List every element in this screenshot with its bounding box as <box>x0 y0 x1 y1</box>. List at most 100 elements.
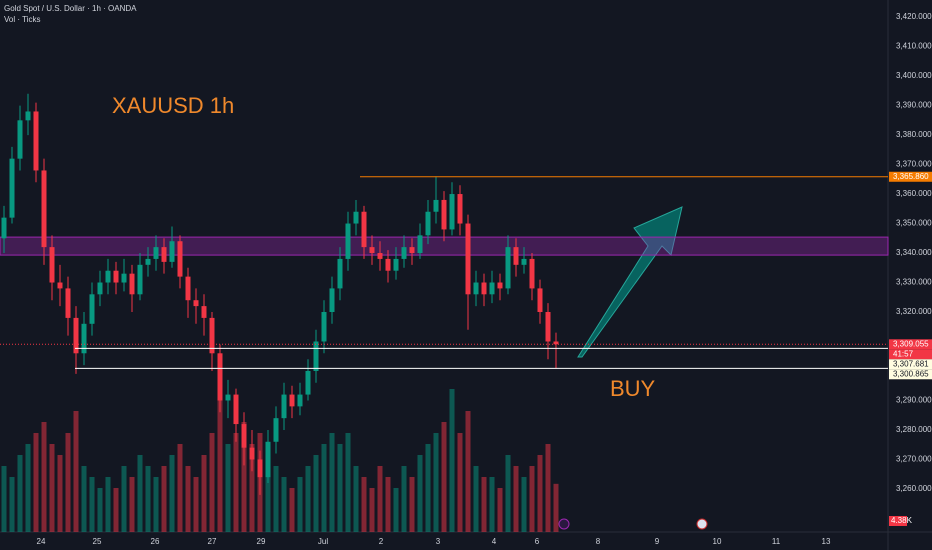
volume-bar <box>297 477 303 532</box>
volume-bar <box>553 483 559 532</box>
candle-body <box>57 282 63 289</box>
candle-body <box>121 273 127 283</box>
candle-body <box>273 418 279 442</box>
volume-bar <box>337 444 343 532</box>
y-tick-label: 3,330.000 <box>896 278 932 287</box>
y-tick-label: 3,280.000 <box>896 425 932 434</box>
candle-body <box>345 223 351 259</box>
candle-body <box>201 306 207 318</box>
volume-bar <box>161 466 167 532</box>
candle-body <box>545 312 551 342</box>
annotation: BUY <box>610 376 656 401</box>
volume-line: Vol · Ticks <box>4 15 40 24</box>
candle-body <box>89 294 95 324</box>
candle-body <box>529 258 535 289</box>
candle-body <box>233 394 239 425</box>
volume-bar <box>417 455 423 532</box>
x-tick-label: 3 <box>436 537 441 546</box>
y-tick-label: 3,350.000 <box>896 219 932 228</box>
volume-bar <box>265 455 271 532</box>
x-tick-label: 2 <box>379 537 384 546</box>
candle-body <box>329 288 335 313</box>
candle-body <box>241 424 247 448</box>
volume-bar <box>353 466 359 532</box>
candle-body <box>161 247 167 262</box>
volume-bar <box>49 444 55 532</box>
candle-body <box>249 447 255 460</box>
volume-bar <box>425 444 431 532</box>
volume-bar <box>481 477 487 532</box>
volume-bar <box>73 411 79 532</box>
volume-bar <box>529 466 535 532</box>
candle-body <box>313 341 319 371</box>
last-price-badge: 3,309.055 <box>893 339 929 348</box>
y-tick-label: 3,400.000 <box>896 71 932 80</box>
candle-body <box>289 394 295 407</box>
y-tick-label: 3,390.000 <box>896 101 932 110</box>
volume-bar <box>473 466 479 532</box>
volume-bar <box>193 477 199 532</box>
candle-body <box>217 353 223 401</box>
candle-body <box>265 441 271 478</box>
volume-bar <box>81 466 87 532</box>
candle-body <box>129 273 135 295</box>
candle-body <box>169 241 175 262</box>
flag-icon <box>696 518 708 530</box>
candle-body <box>153 247 159 259</box>
candle-body <box>257 459 263 478</box>
candle-body <box>433 199 439 212</box>
volume-bar <box>137 455 143 532</box>
symbol-line: Gold Spot / U.S. Dollar · 1h · OANDA <box>4 4 137 13</box>
volume-bar <box>129 477 135 532</box>
volume-bar <box>441 422 447 532</box>
x-tick-label: 10 <box>713 537 722 546</box>
x-tick-label: Jul <box>318 537 328 546</box>
candle-body <box>337 258 343 289</box>
volume-bar <box>433 433 439 532</box>
candle-body <box>497 282 503 289</box>
buy-arrow <box>577 206 683 358</box>
candle-body <box>393 258 399 271</box>
volume-bar <box>345 433 351 532</box>
level-badge-bg <box>889 171 932 182</box>
volume-bar <box>489 477 495 532</box>
candle-body <box>553 341 559 345</box>
volume-bar <box>393 488 399 532</box>
level-badge: 3,365.860 <box>893 172 929 181</box>
volume-bar <box>209 433 215 532</box>
candle-body <box>537 288 543 313</box>
volume-bar <box>449 389 455 532</box>
volume-bar <box>57 455 63 532</box>
volume-bar <box>465 411 471 532</box>
candle-body <box>177 241 183 277</box>
x-tick-label: 6 <box>535 537 540 546</box>
candle-body <box>481 282 487 295</box>
y-tick-label: 3,420.000 <box>896 12 932 21</box>
candle-body <box>281 394 287 419</box>
candle-body <box>49 247 55 283</box>
candle-body <box>9 158 15 218</box>
x-tick-label: 27 <box>208 537 217 546</box>
candle-body <box>441 199 447 230</box>
volume-bar <box>361 477 367 532</box>
volume-bar <box>153 477 159 532</box>
y-tick-label: 3,290.000 <box>896 396 932 405</box>
x-tick-label: 4 <box>492 537 497 546</box>
volume-bar <box>25 444 31 532</box>
volume-bar <box>225 444 231 532</box>
candle-body <box>425 211 431 236</box>
volume-bar <box>369 488 375 532</box>
y-tick-label: 3,340.000 <box>896 248 932 257</box>
candle-body <box>105 270 111 283</box>
volume-bar <box>545 444 551 532</box>
event-icon <box>558 518 570 530</box>
level-badge-bg <box>889 369 932 380</box>
candle-body <box>305 370 311 395</box>
y-tick-label: 3,360.000 <box>896 189 932 198</box>
level-badge: 3,307.681 <box>893 359 929 368</box>
volume-bar <box>105 477 111 532</box>
candle-body <box>361 211 367 248</box>
candle-body <box>513 247 519 265</box>
